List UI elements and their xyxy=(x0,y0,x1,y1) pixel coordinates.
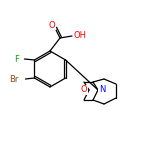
Text: Br: Br xyxy=(9,74,18,83)
Text: O: O xyxy=(81,85,87,95)
Text: F: F xyxy=(14,55,19,64)
Text: OH: OH xyxy=(74,31,86,40)
Text: N: N xyxy=(99,85,105,95)
Text: O: O xyxy=(49,21,55,29)
